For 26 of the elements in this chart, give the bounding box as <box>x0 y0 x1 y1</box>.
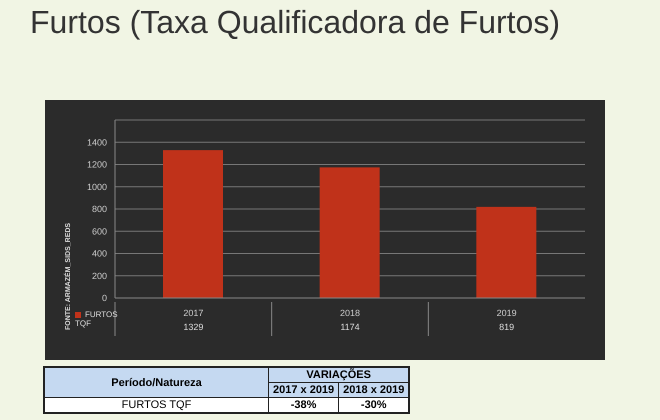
bar <box>320 167 380 298</box>
text: 2018 x 2019 <box>338 382 410 398</box>
text: -38% <box>268 398 339 413</box>
text: -30% <box>338 398 410 413</box>
x-tick-label: 2018 <box>340 308 360 318</box>
bar <box>163 150 223 298</box>
chart-title: Furtos (Taxa Qualificadora de Furtos) <box>30 4 560 41</box>
text: Período/Natureza <box>44 367 268 398</box>
y-tick-label: 0 <box>102 293 107 304</box>
text: VARIAÇÕES <box>268 367 410 382</box>
y-tick-label: 800 <box>92 204 107 214</box>
y-tick-label: 1200 <box>86 160 107 170</box>
y-tick-label: 1400 <box>86 137 107 148</box>
bar <box>476 206 536 298</box>
data-label: 1329 <box>183 322 204 332</box>
data-label: 1174 <box>340 322 360 332</box>
legend-label: FURTOS TQF <box>75 310 118 328</box>
text: 2017 x 2019 <box>268 382 339 398</box>
y-tick-label: 200 <box>92 270 107 281</box>
y-tick-label: 1000 <box>86 182 107 192</box>
x-tick-label: 2017 <box>183 308 204 318</box>
y-tick-label: 600 <box>92 226 107 236</box>
data-label: 819 <box>499 322 514 332</box>
y-tick-label: 400 <box>92 248 107 259</box>
x-tick-label: 2019 <box>496 308 517 318</box>
text: FURTOS TQF <box>44 398 268 413</box>
